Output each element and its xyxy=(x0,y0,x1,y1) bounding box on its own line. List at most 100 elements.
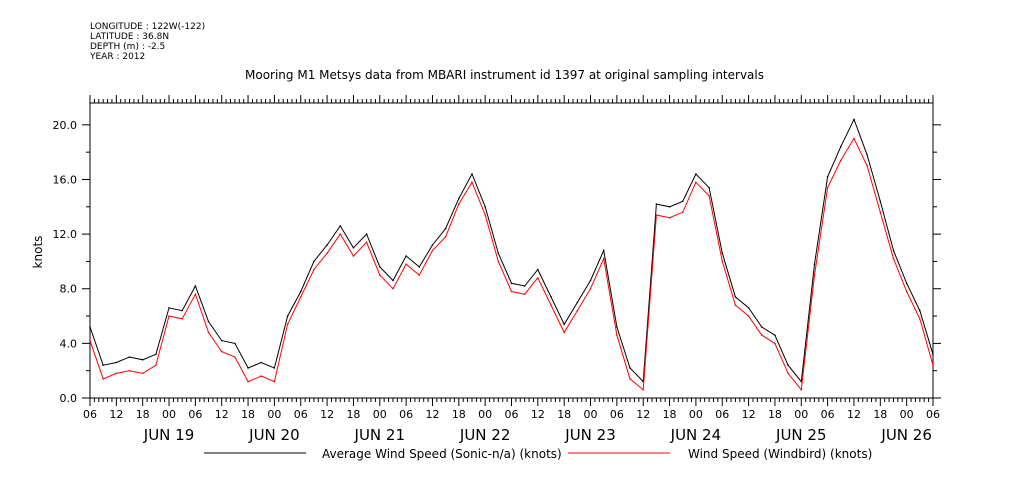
data-point xyxy=(313,268,315,271)
data-point xyxy=(458,197,460,200)
data-point xyxy=(207,331,210,334)
data-point xyxy=(866,165,868,167)
data-point xyxy=(721,260,724,263)
y-tick-label: 0.0 xyxy=(60,392,78,405)
x-hour-tick-label: 00 xyxy=(794,408,808,421)
data-point xyxy=(853,137,855,140)
data-point xyxy=(471,173,473,175)
x-hour-tick-label: 06 xyxy=(399,408,413,421)
x-day-label: JUN 22 xyxy=(459,426,510,444)
data-point xyxy=(681,211,684,214)
data-point xyxy=(234,342,236,345)
data-point xyxy=(418,266,421,268)
data-point xyxy=(563,331,565,334)
y-tick-label: 12.0 xyxy=(53,228,78,241)
data-point xyxy=(484,206,487,208)
data-point xyxy=(813,274,816,276)
data-point xyxy=(273,367,276,369)
x-hour-tick-label: 18 xyxy=(136,408,150,421)
data-point xyxy=(141,372,144,375)
data-point xyxy=(905,282,908,285)
x-hour-tick-label: 12 xyxy=(847,408,861,421)
data-point xyxy=(220,350,223,353)
data-point xyxy=(589,279,592,282)
legend: Average Wind Speed (Sonic-n/a) (knots) Wi… xyxy=(204,447,872,461)
data-point xyxy=(695,173,697,175)
data-point xyxy=(576,309,579,312)
data-point xyxy=(826,186,829,189)
data-point xyxy=(155,364,157,367)
data-point xyxy=(695,181,697,183)
data-point xyxy=(89,339,91,342)
data-point xyxy=(392,287,394,290)
y-tick-label: 4.0 xyxy=(60,337,78,350)
data-point xyxy=(800,389,803,391)
x-day-label: JUN 20 xyxy=(248,426,299,444)
data-point xyxy=(286,315,289,317)
data-point xyxy=(550,304,552,306)
data-point xyxy=(115,372,118,375)
x-axis: 06 12 18 00 06 12 18 00 06 12 18 00 06 12 18 00 06 12 18 00… xyxy=(83,95,940,444)
x-hour-tick-label: 18 xyxy=(557,408,571,421)
x-day-label: JUN 26 xyxy=(880,426,931,444)
x-hour-tick-label: 06 xyxy=(83,408,97,421)
x-hour-tick-label: 00 xyxy=(689,408,703,421)
data-point xyxy=(668,206,671,208)
data-point xyxy=(339,233,342,235)
meta-depth: DEPTH (m) : -2.5 xyxy=(90,42,166,52)
data-point xyxy=(392,279,394,282)
data-point xyxy=(273,380,276,383)
data-point xyxy=(168,307,170,309)
data-point xyxy=(774,342,776,345)
data-point xyxy=(102,378,104,380)
chart-title: Mooring M1 Metsys data from MBARI instru… xyxy=(245,68,764,82)
data-point xyxy=(102,364,104,367)
y-tick-label: 16.0 xyxy=(53,173,78,186)
data-point xyxy=(747,315,750,317)
data-point xyxy=(89,326,91,328)
series-layer xyxy=(89,118,934,392)
data-point xyxy=(747,307,750,309)
data-point xyxy=(761,326,763,328)
legend-label: Wind Speed (Windbird) (knots) xyxy=(688,447,872,461)
data-point xyxy=(234,356,236,358)
data-point xyxy=(892,249,895,252)
data-point xyxy=(708,186,710,189)
x-hour-tick-label: 00 xyxy=(900,408,914,421)
data-point xyxy=(523,285,526,287)
x-hour-tick-label: 12 xyxy=(320,408,334,421)
meta-year: YEAR : 2012 xyxy=(90,52,146,62)
x-hour-tick-label: 00 xyxy=(478,408,492,421)
x-hour-tick-label: 18 xyxy=(873,408,887,421)
data-point xyxy=(905,290,908,293)
x-hour-tick-label: 18 xyxy=(241,408,255,421)
data-point xyxy=(497,252,500,254)
data-point xyxy=(286,323,289,326)
series-line-windbird-wind-speed xyxy=(89,137,934,392)
data-point xyxy=(207,320,210,323)
data-point xyxy=(879,211,882,214)
data-point xyxy=(774,334,776,337)
y-axis-label: knots xyxy=(31,236,45,269)
data-point xyxy=(405,255,407,257)
y-axis: 0.0 4.0 8.0 12.0 16.0 20.0 xyxy=(53,119,941,405)
data-point xyxy=(629,367,631,369)
data-point xyxy=(194,293,197,296)
data-point xyxy=(365,241,368,244)
data-point xyxy=(484,214,487,216)
data-point xyxy=(734,304,737,306)
meta-longitude: LONGITUDE : 122W(-122) xyxy=(90,22,206,32)
x-hour-tick-label: 18 xyxy=(346,408,360,421)
data-point xyxy=(471,181,473,183)
data-point xyxy=(840,145,842,148)
x-hour-tick-label: 06 xyxy=(610,408,624,421)
data-point xyxy=(194,285,197,287)
x-hour-tick-label: 06 xyxy=(715,408,729,421)
data-point xyxy=(589,287,592,290)
data-point xyxy=(247,367,249,369)
data-point xyxy=(115,361,118,364)
data-point xyxy=(444,227,447,230)
data-point xyxy=(853,118,855,121)
plot-frame xyxy=(89,102,934,399)
